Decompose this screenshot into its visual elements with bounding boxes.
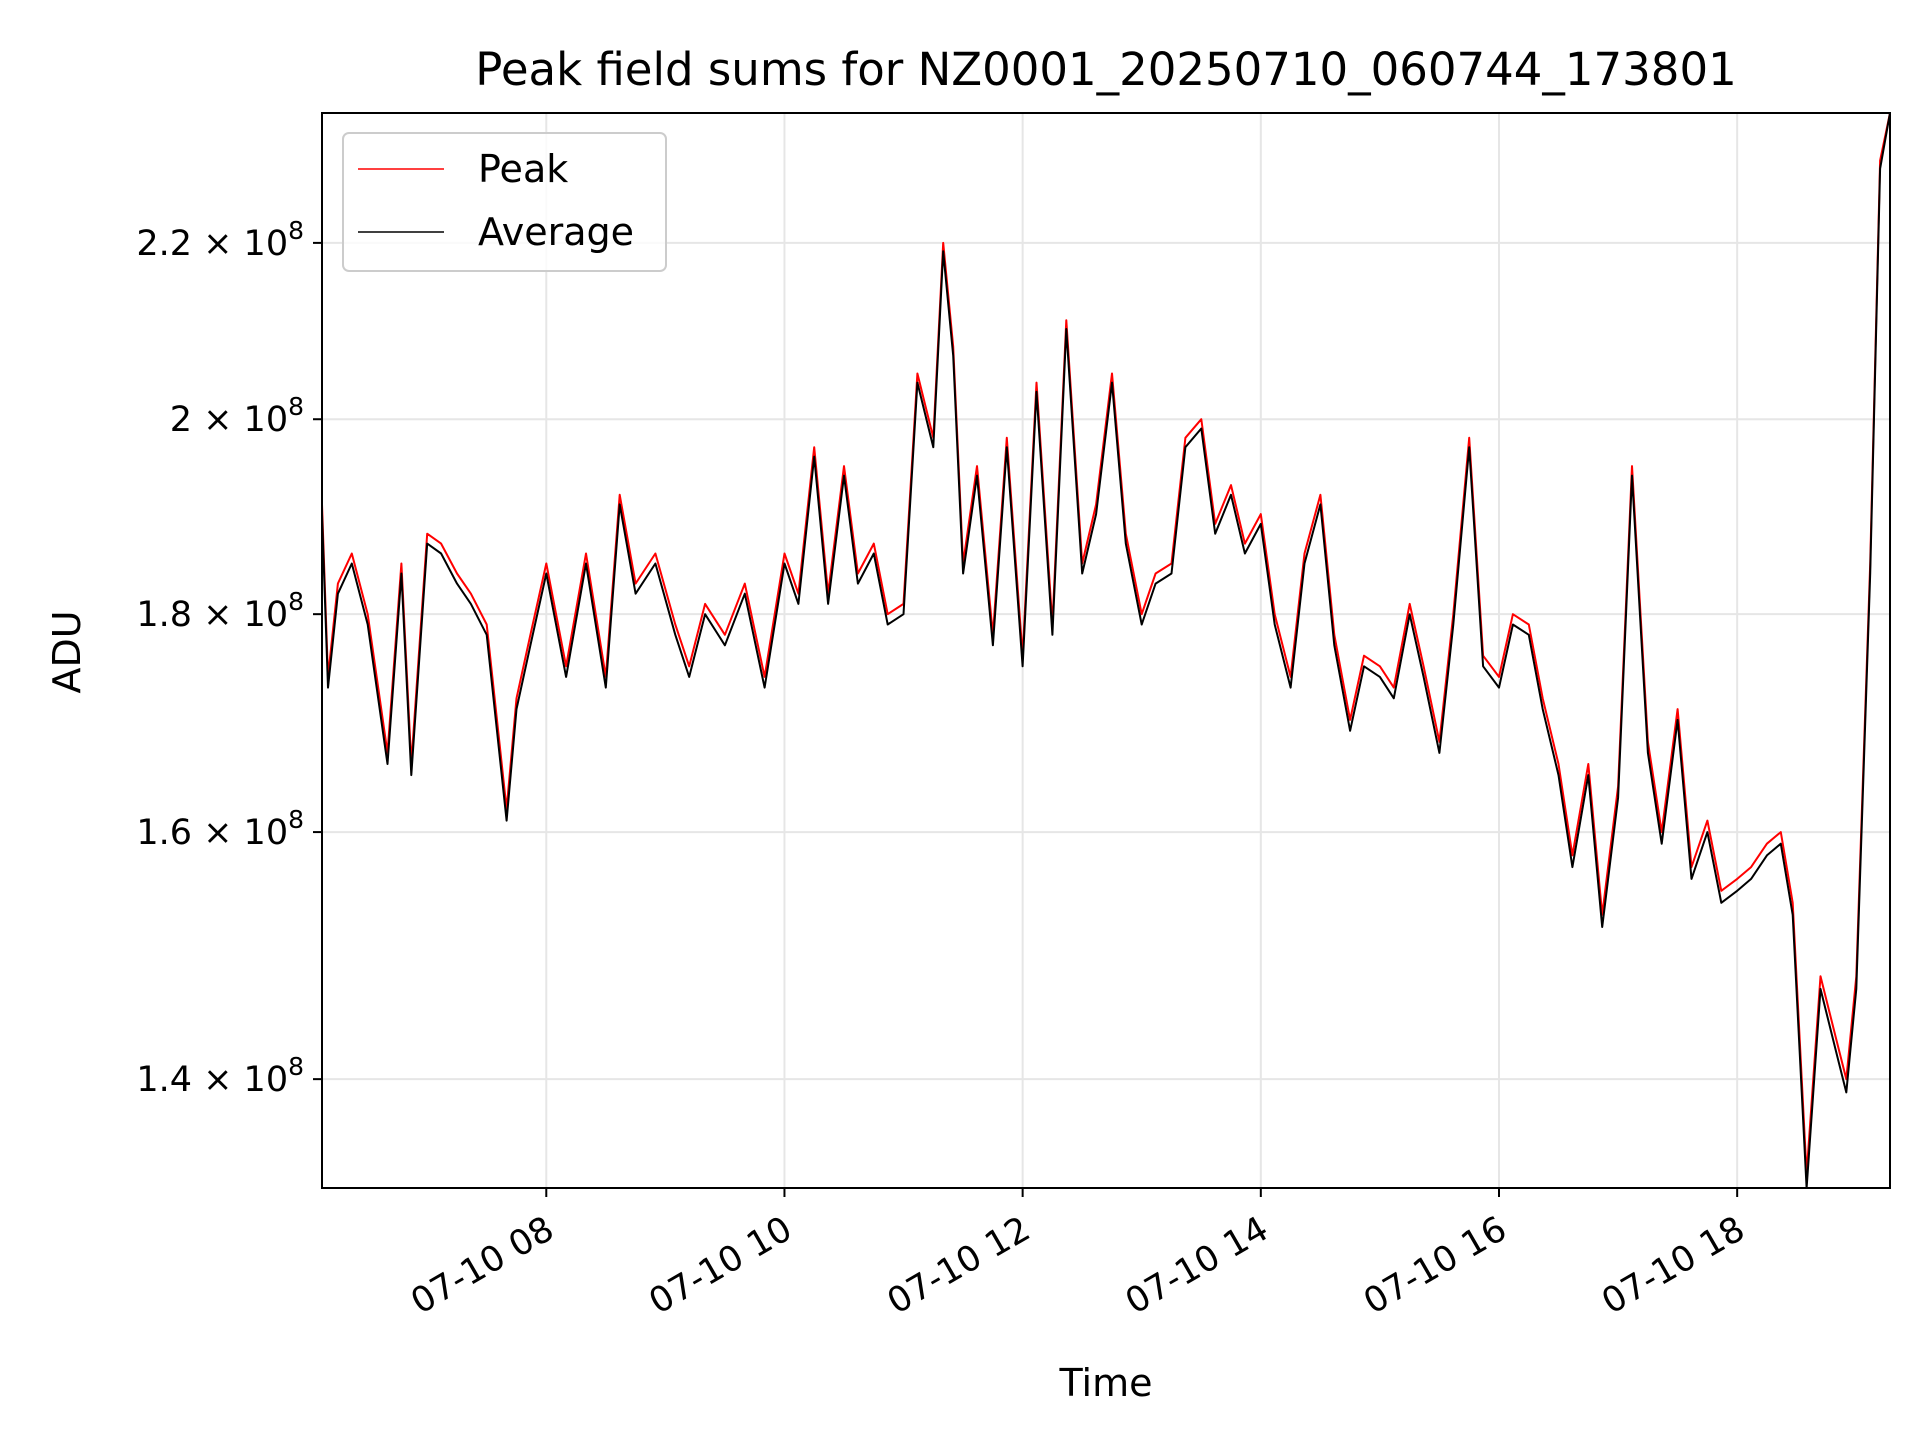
y-axis: 1.4 × 108 1.6 × 108 1.8 × 108 2 × 108 2.2 × … (136, 216, 322, 1100)
legend-frame (342, 132, 667, 272)
y-tick-label: 2 × 108 (170, 392, 304, 440)
y-tick-label: 1.6 × 108 (136, 805, 304, 853)
series-line-average (321, 112, 1891, 1189)
legend-label-peak: Peak (478, 147, 568, 191)
y-tick-label: 1.4 × 108 (136, 1052, 304, 1100)
chart-title: Peak field sums for NZ0001_20250710_0607… (475, 43, 1736, 96)
plot-frame (321, 112, 1891, 1189)
legend-label-average: Average (478, 210, 634, 254)
y-tick-label: 1.8 × 108 (136, 587, 304, 635)
y-tick-label: 2.2 × 108 (136, 216, 304, 264)
legend: Peak Average (342, 132, 667, 272)
plot-background (322, 113, 1890, 1188)
series-lines (321, 112, 1891, 1189)
plot-area (321, 112, 1891, 1189)
x-axis-label: Time (1059, 1361, 1153, 1405)
y-axis-label: ADU (45, 610, 89, 693)
